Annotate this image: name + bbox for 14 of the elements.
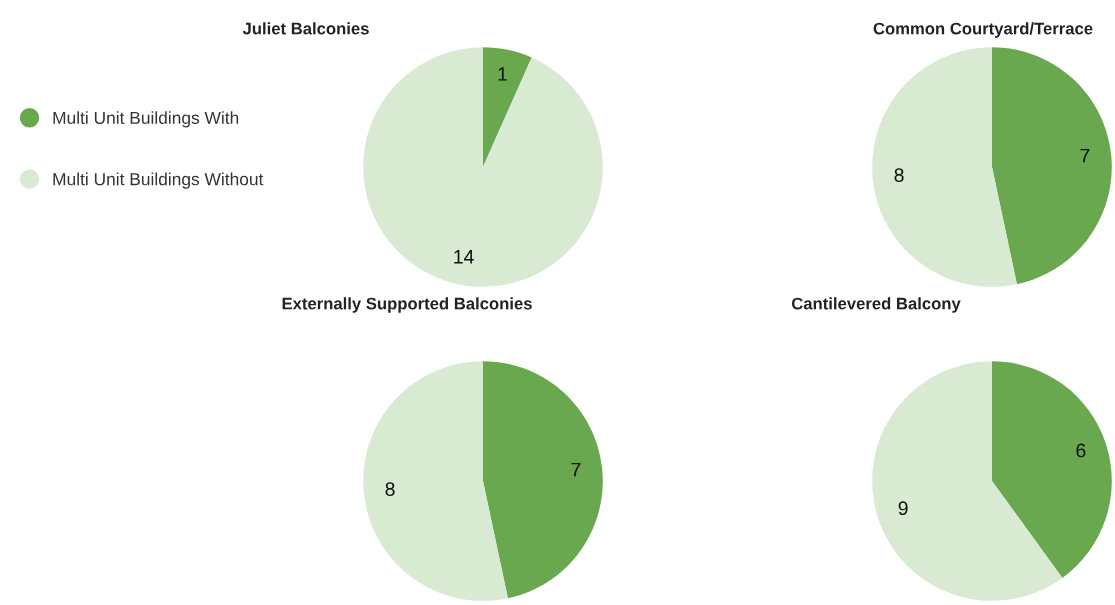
chart-title: Cantilevered Balcony: [791, 297, 961, 313]
data-label: 8: [385, 482, 395, 496]
data-label: 6: [1076, 443, 1086, 458]
legend-label: Multi Unit Buildings Without: [53, 172, 264, 189]
data-label: 14: [454, 250, 474, 264]
chart-title: Juliet Balconies: [242, 22, 369, 35]
data-label: 1: [498, 67, 507, 81]
data-label: 7: [1080, 148, 1090, 163]
data-label: 9: [898, 501, 908, 516]
chart-title: Externally Supported Balconies: [282, 297, 532, 313]
data-label: 7: [571, 462, 581, 477]
chart-title: Common Courtyard/Terrace: [873, 22, 1093, 38]
legend-label: Multi Unit Buildings With: [53, 111, 239, 128]
data-label: 8: [894, 168, 904, 182]
